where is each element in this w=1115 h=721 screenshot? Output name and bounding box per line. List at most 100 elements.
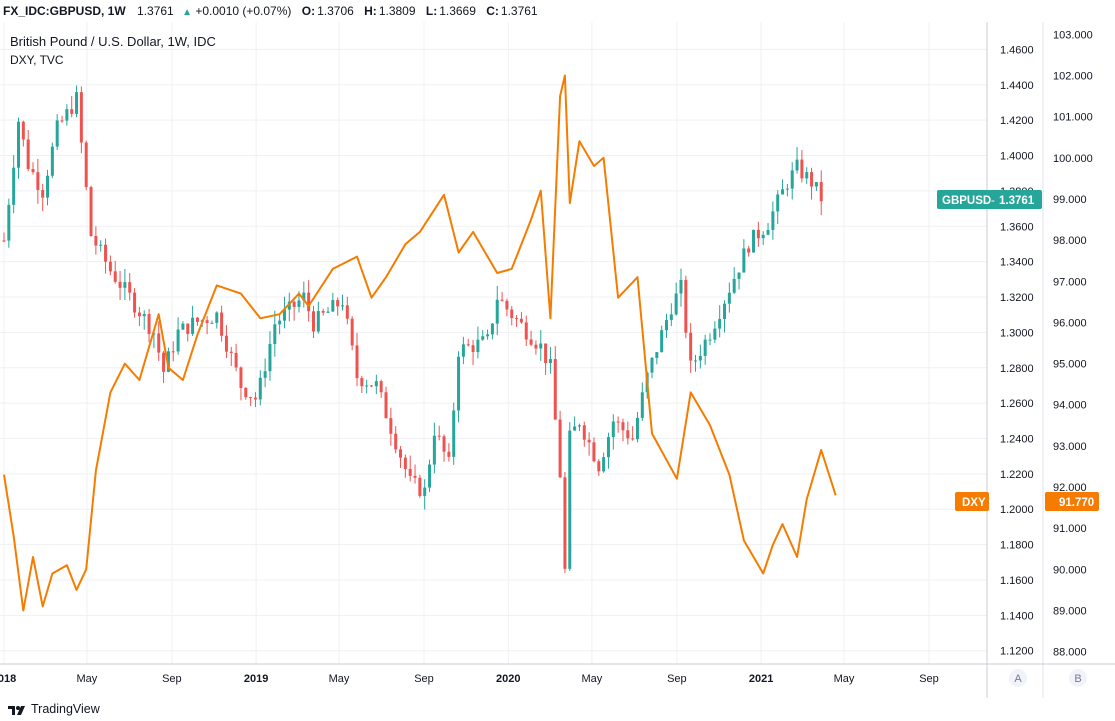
dxy-price-badge: DXY 91.770: [955, 492, 1099, 511]
candle-body: [263, 371, 267, 378]
candle-body: [36, 172, 40, 191]
candle-body: [104, 244, 108, 262]
gbpusd-tick-label: 1.2000: [1000, 504, 1034, 516]
high-value: 1.3809: [378, 4, 416, 18]
candle-body: [437, 435, 441, 437]
candle-body: [621, 422, 625, 431]
dxy-tick-label: 94.000: [1053, 400, 1087, 412]
gbpusd-tick-label: 1.1200: [1000, 646, 1034, 658]
candle-body: [790, 170, 794, 189]
candle-body: [340, 305, 344, 307]
dxy-tick-label: 100.000: [1053, 153, 1093, 165]
candle-body: [41, 190, 45, 198]
candle-body: [457, 356, 461, 411]
candle-body: [166, 351, 170, 372]
dxy-series-line: [3, 74, 837, 612]
time-tick-label: Sep: [919, 673, 939, 685]
candle-body: [157, 333, 161, 353]
candle-body: [307, 292, 311, 312]
symbol-label[interactable]: FX_IDC:GBPUSD, 1W: [3, 4, 126, 18]
gbpusd-tick-label: 1.2800: [1000, 363, 1034, 375]
dxy-tick-label: 95.000: [1053, 359, 1087, 371]
chart-plot[interactable]: 1.46001.44001.42001.40001.38001.36001.34…: [0, 22, 1115, 698]
dxy-tick-label: 89.000: [1053, 606, 1087, 618]
candle-body: [713, 328, 717, 340]
candle-body: [708, 339, 712, 341]
candle-body: [191, 317, 195, 334]
candle-body: [186, 323, 190, 334]
legend-main: British Pound / U.S. Dollar, 1W, IDC: [10, 34, 216, 49]
scale-a-button[interactable]: A: [1009, 669, 1027, 687]
candle-body: [423, 487, 427, 496]
candle-body: [287, 301, 291, 310]
candle-body: [568, 430, 572, 569]
candle-body: [616, 421, 620, 423]
candle-body: [379, 381, 383, 393]
candle-body: [345, 305, 349, 319]
candle-body: [205, 320, 209, 324]
candle-body: [771, 211, 775, 230]
candle-body: [626, 430, 630, 439]
candle-body: [519, 318, 523, 323]
candle-body: [466, 344, 470, 346]
candle-body: [515, 318, 519, 320]
candle-body: [761, 234, 765, 239]
gbpusd-tick-label: 1.4200: [1000, 115, 1034, 127]
brand-name[interactable]: TradingView: [31, 702, 100, 716]
candle-body: [461, 344, 465, 357]
candle-body: [447, 451, 451, 457]
candle-body: [12, 167, 16, 205]
time-tick-label: 2021: [749, 673, 773, 685]
dxy-axis[interactable]: 103.000 102.000 101.000 100.000 99.000 98.000…: [1053, 29, 1093, 658]
candle-body: [282, 309, 286, 321]
candle-body: [118, 281, 122, 288]
low-label: L:: [425, 4, 438, 18]
time-axis[interactable]: 2018 May Sep 2019 May Sep 2020 May Sep 2021 May Sep: [0, 673, 939, 685]
gbpusd-tick-label: 1.4000: [1000, 151, 1034, 163]
candle-body: [563, 477, 567, 569]
gbpusd-axis[interactable]: 1.46001.44001.42001.40001.38001.36001.34…: [1000, 44, 1034, 657]
gbpusd-tick-label: 1.2600: [1000, 398, 1034, 410]
time-tick-label: Sep: [414, 673, 434, 685]
candle-body: [65, 109, 69, 121]
candle-body: [55, 120, 59, 147]
candle-body: [611, 421, 615, 438]
tradingview-logo-icon: [8, 706, 25, 715]
candle-body: [650, 357, 654, 373]
candle-body: [471, 345, 475, 352]
candle-body: [548, 359, 552, 364]
candle-body: [442, 436, 446, 452]
candle-body: [558, 419, 562, 478]
candle-body: [389, 418, 393, 434]
candle-body: [727, 292, 731, 304]
candle-body: [229, 351, 233, 353]
time-tick-label: May: [329, 673, 350, 685]
candle-body: [635, 417, 639, 440]
candle-body: [481, 336, 485, 340]
candle-body: [253, 397, 257, 400]
candle-body: [694, 360, 698, 362]
scale-b-button[interactable]: B: [1069, 669, 1087, 687]
candle-body: [326, 311, 330, 313]
gbpusd-tick-label: 1.1400: [1000, 610, 1034, 622]
candle-body: [703, 339, 707, 356]
dxy-tick-label: 93.000: [1053, 441, 1087, 453]
candle-body: [664, 320, 668, 331]
candle-body: [181, 323, 185, 330]
candle-body: [365, 385, 369, 387]
candle-body: [244, 387, 248, 398]
time-tick-label: May: [581, 673, 602, 685]
up-arrow-icon: ▲: [182, 7, 192, 18]
candle-body: [631, 438, 635, 440]
dxy-tick-label: 96.000: [1053, 317, 1087, 329]
candle-body: [224, 335, 228, 352]
candle-body: [331, 300, 335, 312]
time-tick-label: 2019: [244, 673, 268, 685]
candle-body: [785, 188, 789, 190]
candle-body: [355, 345, 359, 379]
gbpusd-tick-label: 1.1600: [1000, 575, 1034, 587]
dxy-tick-label: 101.000: [1053, 112, 1093, 124]
candle-body: [21, 121, 25, 140]
candle-body: [766, 229, 770, 235]
gbpusd-candles: [2, 85, 823, 574]
